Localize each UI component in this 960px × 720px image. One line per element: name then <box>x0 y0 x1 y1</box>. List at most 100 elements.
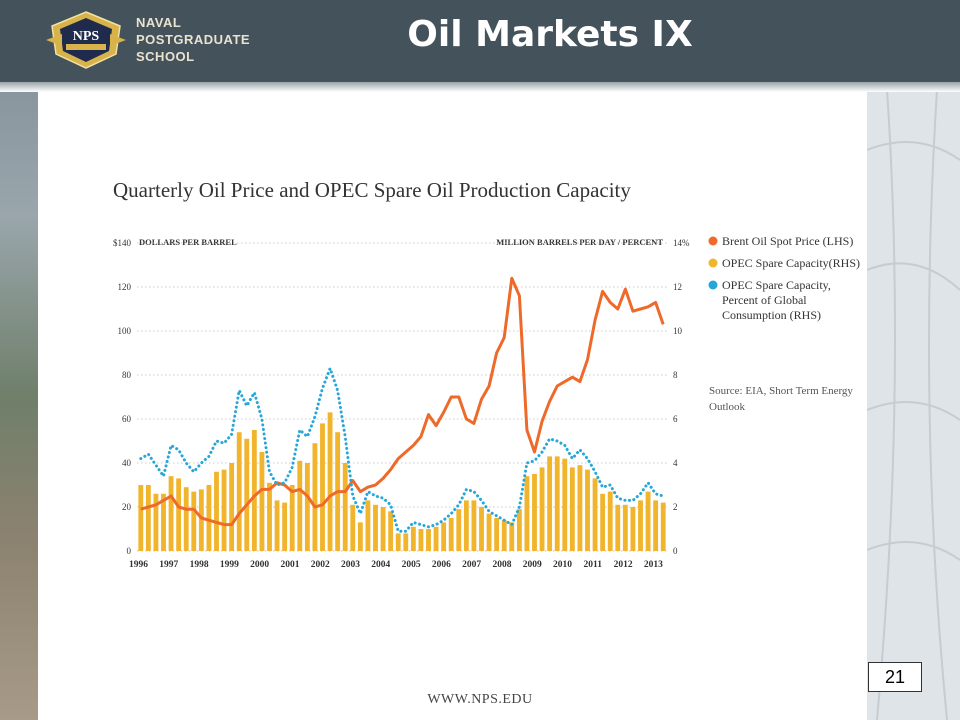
x-tick-label: 2013 <box>644 560 663 570</box>
capacity-bar <box>229 463 235 551</box>
left-tick-label: 80 <box>122 370 132 380</box>
x-tick-label: 1998 <box>190 560 209 570</box>
capacity-bar <box>350 504 356 551</box>
right-tick-label: 0 <box>673 546 678 556</box>
right-tick-label: 14% <box>673 238 690 248</box>
capacity-bar <box>145 485 151 551</box>
legend-label: OPEC Spare Capacity(RHS) <box>722 256 860 270</box>
x-tick-label: 1996 <box>129 560 148 570</box>
capacity-bar <box>486 513 492 551</box>
capacity-bar <box>259 452 265 551</box>
capacity-bar <box>645 491 651 551</box>
capacity-bar <box>198 489 204 551</box>
capacity-bar <box>388 511 394 551</box>
capacity-bar <box>577 465 583 551</box>
chart-card: Quarterly Oil Price and OPEC Spare Oil P… <box>95 165 867 595</box>
capacity-bar <box>168 476 174 551</box>
capacity-bar <box>562 458 568 551</box>
chart-title: Quarterly Oil Price and OPEC Spare Oil P… <box>113 178 631 202</box>
x-tick-label: 1999 <box>220 560 239 570</box>
x-tick-label: 2005 <box>402 560 421 570</box>
slide-title: Oil Markets IX <box>407 14 693 55</box>
x-tick-label: 2003 <box>341 560 360 570</box>
x-tick-label: 2004 <box>371 560 390 570</box>
capacity-bar <box>653 500 659 551</box>
capacity-bar <box>320 423 325 551</box>
capacity-bar <box>304 463 310 551</box>
capacity-bar <box>357 522 363 551</box>
right-globe-pattern <box>867 90 960 720</box>
school-name: NAVAL POSTGRADUATE SCHOOL <box>136 14 250 65</box>
capacity-bar <box>267 482 272 551</box>
right-tick-label: 6 <box>673 414 678 424</box>
capacity-bar <box>236 432 242 551</box>
x-tick-label: 2006 <box>432 560 451 570</box>
capacity-bar <box>395 533 401 551</box>
capacity-bar <box>138 485 144 551</box>
page-number: 21 <box>868 662 922 692</box>
left-photo-strip <box>0 0 38 720</box>
capacity-bar <box>251 430 257 551</box>
capacity-bar <box>630 507 636 551</box>
capacity-bar <box>539 467 545 551</box>
capacity-bar <box>403 533 409 551</box>
capacity-bar <box>206 485 212 551</box>
capacity-bar <box>433 526 439 551</box>
capacity-bar <box>516 509 522 551</box>
x-tick-label: 2011 <box>584 560 603 570</box>
capacity-bar <box>456 509 462 551</box>
capacity-bar <box>312 443 318 551</box>
x-tick-label: 2002 <box>311 560 330 570</box>
capacity-bar <box>342 463 348 551</box>
legend-label: Percent of Global <box>722 293 807 307</box>
nps-logo: NPS <box>44 10 128 70</box>
left-tick-label: 0 <box>127 546 132 556</box>
capacity-bar <box>327 412 333 551</box>
oil-price-chart: Quarterly Oil Price and OPEC Spare Oil P… <box>113 178 860 570</box>
capacity-bar <box>585 469 590 551</box>
capacity-bar <box>297 460 303 551</box>
left-tick-label: 100 <box>118 326 132 336</box>
x-tick-label: 2000 <box>250 560 269 570</box>
legend-label: Consumption (RHS) <box>722 308 821 322</box>
capacity-bar <box>660 502 666 551</box>
right-tick-label: 4 <box>673 458 678 468</box>
x-tick-label: 2009 <box>523 560 542 570</box>
source-note: Outlook <box>709 401 746 413</box>
capacity-bar <box>448 518 454 551</box>
capacity-bar <box>592 478 598 551</box>
right-tick-label: 10 <box>673 326 683 336</box>
school-line-2: POSTGRADUATE <box>136 32 251 47</box>
footer-url[interactable]: WWW.NPS.EDU <box>427 692 533 707</box>
capacity-bar <box>600 493 606 551</box>
capacity-bar <box>282 502 288 551</box>
right-tick-label: 2 <box>673 502 678 512</box>
right-axis-unit: MILLION BARRELS PER DAY / PERCENT <box>496 237 663 247</box>
capacity-bar <box>221 469 227 551</box>
x-tick-label: 2012 <box>614 560 633 570</box>
legend-label: OPEC Spare Capacity, <box>722 278 831 292</box>
legend-label: Brent Oil Spot Price (LHS) <box>722 234 853 248</box>
school-line-1: NAVAL <box>136 15 182 30</box>
brent-price-line <box>140 276 665 527</box>
capacity-bar <box>244 438 250 551</box>
x-tick-label: 2008 <box>492 560 511 570</box>
capacity-bar <box>622 504 628 551</box>
left-tick-label: 60 <box>122 414 132 424</box>
capacity-bar <box>554 456 560 551</box>
capacity-bar <box>638 500 643 551</box>
capacity-bar <box>441 522 447 551</box>
capacity-bar <box>153 493 159 551</box>
left-tick-label: $140 <box>113 238 132 248</box>
x-tick-label: 2001 <box>280 560 299 570</box>
legend-marker <box>708 258 718 268</box>
capacity-bar <box>214 471 219 551</box>
capacity-bar <box>426 529 431 551</box>
x-tick-label: 1997 <box>159 560 178 570</box>
left-tick-label: 120 <box>118 282 132 292</box>
x-tick-label: 2007 <box>462 560 481 570</box>
capacity-bar <box>373 504 378 551</box>
capacity-bar <box>501 520 507 551</box>
capacity-bar <box>547 456 553 551</box>
capacity-bar <box>274 500 280 551</box>
